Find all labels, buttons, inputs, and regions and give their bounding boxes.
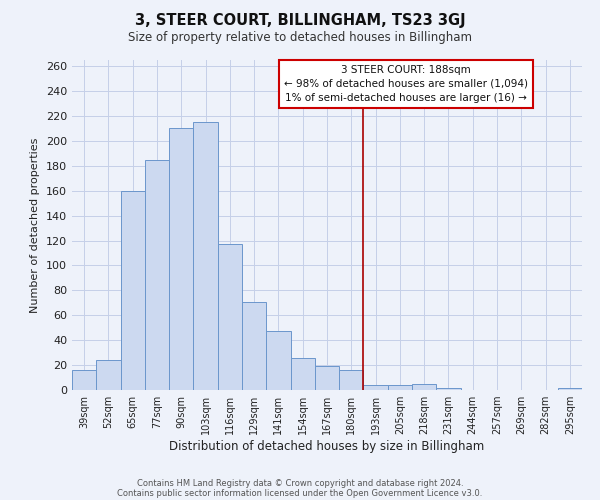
Bar: [558, 388, 582, 390]
Text: Contains HM Land Registry data © Crown copyright and database right 2024.: Contains HM Land Registry data © Crown c…: [137, 478, 463, 488]
Bar: [315, 366, 339, 390]
Bar: [388, 385, 412, 390]
Bar: [145, 160, 169, 390]
Bar: [339, 370, 364, 390]
Bar: [364, 385, 388, 390]
Text: Contains public sector information licensed under the Open Government Licence v3: Contains public sector information licen…: [118, 488, 482, 498]
Text: Size of property relative to detached houses in Billingham: Size of property relative to detached ho…: [128, 31, 472, 44]
Bar: [169, 128, 193, 390]
Bar: [290, 358, 315, 390]
Bar: [96, 360, 121, 390]
X-axis label: Distribution of detached houses by size in Billingham: Distribution of detached houses by size …: [169, 440, 485, 453]
Text: 3, STEER COURT, BILLINGHAM, TS23 3GJ: 3, STEER COURT, BILLINGHAM, TS23 3GJ: [134, 12, 466, 28]
Text: 3 STEER COURT: 188sqm
← 98% of detached houses are smaller (1,094)
1% of semi-de: 3 STEER COURT: 188sqm ← 98% of detached …: [284, 65, 528, 103]
Bar: [218, 244, 242, 390]
Bar: [121, 191, 145, 390]
Bar: [412, 384, 436, 390]
Bar: [193, 122, 218, 390]
Bar: [436, 388, 461, 390]
Bar: [266, 332, 290, 390]
Bar: [242, 302, 266, 390]
Y-axis label: Number of detached properties: Number of detached properties: [31, 138, 40, 312]
Bar: [72, 370, 96, 390]
